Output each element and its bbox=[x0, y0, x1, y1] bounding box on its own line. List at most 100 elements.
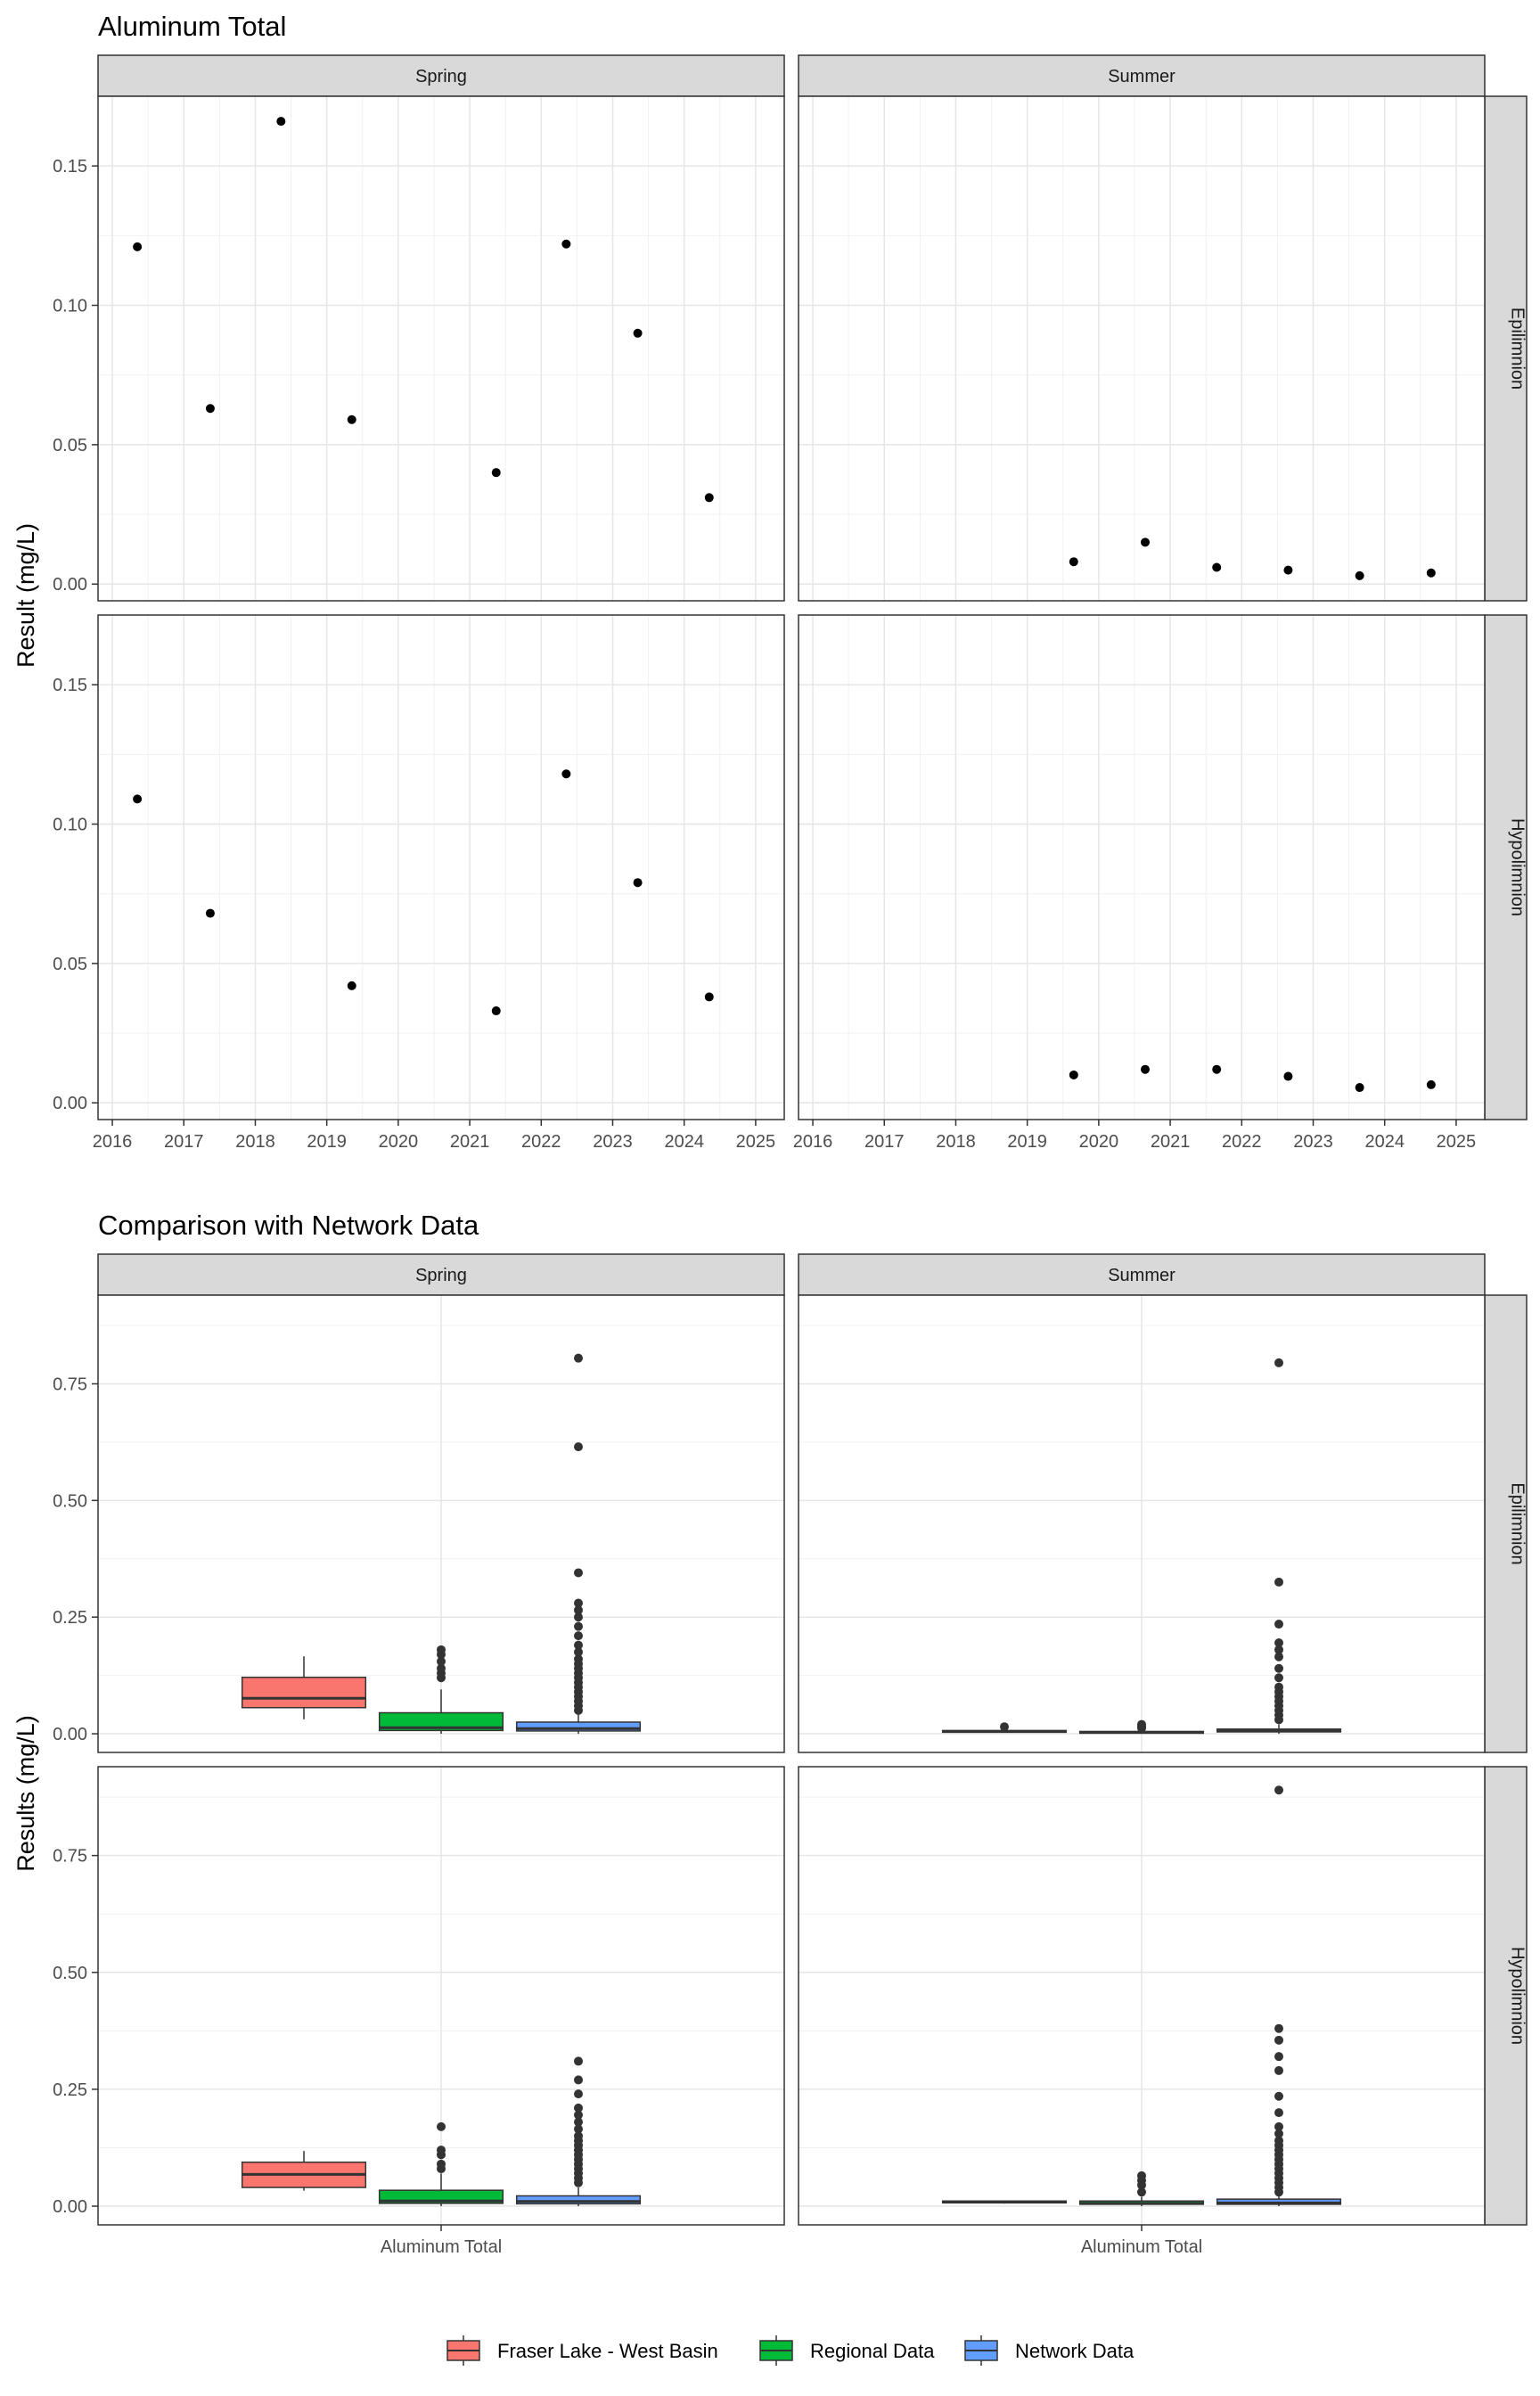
scatter-chart-title: Aluminum Total bbox=[98, 11, 286, 42]
box-outlier bbox=[1274, 2065, 1283, 2075]
x-tick-label: 2021 bbox=[1151, 1132, 1191, 1152]
x-tick-label: 2019 bbox=[1007, 1132, 1047, 1152]
scatter-y-axis-title: Result (mg/L) bbox=[12, 523, 39, 668]
facet-strip-summer bbox=[798, 1253, 1486, 1296]
box-outlier bbox=[574, 2075, 583, 2085]
box-outlier bbox=[574, 1654, 583, 1664]
box-outlier bbox=[1000, 1722, 1009, 1732]
x-tick-label: 2018 bbox=[936, 1132, 976, 1152]
x-tick-label: 2023 bbox=[593, 1132, 633, 1152]
data-point bbox=[133, 794, 143, 804]
y-tick-label: 0.75 bbox=[53, 1374, 87, 1394]
box-outlier bbox=[1274, 1577, 1283, 1587]
box-outlier bbox=[574, 2056, 583, 2066]
x-tick-label: 2025 bbox=[736, 1132, 776, 1152]
box-outlier bbox=[437, 1645, 446, 1654]
data-point bbox=[1283, 565, 1293, 575]
x-tick-label: 2020 bbox=[1079, 1132, 1119, 1152]
x-tick-label: 2019 bbox=[307, 1132, 347, 1152]
data-point bbox=[633, 878, 643, 888]
box-network-data bbox=[1216, 1785, 1342, 2207]
y-tick-label: 0.75 bbox=[53, 1847, 87, 1867]
box-outlier bbox=[574, 1605, 583, 1615]
box-outlier bbox=[574, 1598, 583, 1608]
data-point bbox=[491, 1006, 501, 1016]
x-tick-label: Aluminum Total bbox=[381, 2237, 502, 2257]
box-body bbox=[515, 2195, 642, 2205]
box-outlier bbox=[574, 2117, 583, 2127]
panel-border bbox=[798, 95, 1486, 602]
y-tick-label: 0.25 bbox=[53, 2080, 87, 2100]
panel-spring-hypolimnion bbox=[98, 615, 784, 1120]
panel-border bbox=[97, 95, 785, 602]
x-tick-label: 2017 bbox=[164, 1132, 204, 1152]
data-point bbox=[1355, 1083, 1364, 1093]
box-outlier bbox=[574, 2131, 583, 2141]
box-network-data bbox=[515, 1353, 642, 1735]
data-point bbox=[1355, 570, 1364, 580]
panel-spring-epilimnion bbox=[98, 96, 784, 601]
box-outlier bbox=[437, 2159, 446, 2169]
x-tick-label: 2023 bbox=[1293, 1132, 1333, 1152]
box-outlier bbox=[574, 1631, 583, 1641]
box-outlier bbox=[1274, 2091, 1283, 2101]
data-point bbox=[347, 981, 356, 990]
panel-background bbox=[98, 615, 784, 1120]
box-outlier bbox=[574, 1647, 583, 1657]
facet-strip-label: Hypolimnion bbox=[1508, 1947, 1528, 2045]
legend-label: Regional Data bbox=[810, 2340, 935, 2362]
legend-label: Network Data bbox=[1015, 2340, 1135, 2362]
data-point bbox=[133, 242, 143, 251]
data-point bbox=[561, 769, 571, 779]
box-outlier bbox=[574, 1442, 583, 1452]
facet-strip-epilimnion bbox=[1484, 1294, 1528, 1753]
data-point bbox=[1069, 1070, 1078, 1079]
box-fraser-lake-west-basin bbox=[941, 2200, 1068, 2204]
box-fraser-lake-west-basin bbox=[241, 2151, 367, 2191]
facet-strip-label: Epilimnion bbox=[1508, 308, 1528, 390]
panel-spring-epilimnion bbox=[98, 1295, 784, 1752]
box-outlier bbox=[1137, 2187, 1146, 2197]
panel-background bbox=[98, 96, 784, 601]
legend-entry: Network Data bbox=[964, 2335, 1135, 2366]
y-tick-label: 0.05 bbox=[53, 436, 87, 455]
x-tick-label: 2021 bbox=[450, 1132, 490, 1152]
x-tick-label: 2022 bbox=[521, 1132, 561, 1152]
box-outlier bbox=[1274, 2023, 1283, 2033]
panel-summer-hypolimnion bbox=[799, 615, 1485, 1120]
panel-background bbox=[799, 615, 1485, 1120]
facet-strip-label: Spring bbox=[415, 67, 467, 86]
panel-spring-hypolimnion bbox=[98, 1767, 784, 2225]
box-body bbox=[515, 1721, 642, 1732]
box-outlier bbox=[1274, 1673, 1283, 1683]
data-point bbox=[633, 328, 643, 338]
box-regional-data bbox=[378, 2121, 504, 2207]
y-tick-label: 0.25 bbox=[53, 1608, 87, 1628]
data-point bbox=[1141, 1064, 1151, 1074]
facet-strip-label: Hypolimnion bbox=[1508, 818, 1528, 916]
box-outlier bbox=[574, 1621, 583, 1631]
box-outlier bbox=[1274, 2108, 1283, 2118]
box-regional-data bbox=[378, 1645, 504, 1735]
data-point bbox=[704, 493, 714, 503]
box-outlier bbox=[574, 2089, 583, 2099]
box-outlier bbox=[437, 1656, 446, 1666]
box-outlier bbox=[1274, 1637, 1283, 1647]
x-tick-label: 2016 bbox=[93, 1132, 133, 1152]
y-tick-label: 0.15 bbox=[53, 676, 87, 695]
panel-border bbox=[97, 1294, 785, 1753]
data-point bbox=[276, 117, 286, 127]
box-regional-data bbox=[1078, 1719, 1205, 1735]
box-fraser-lake-west-basin bbox=[241, 1656, 367, 1719]
facet-strip-spring bbox=[97, 54, 785, 97]
panel-border bbox=[798, 1294, 1486, 1753]
facet-strip-label: Summer bbox=[1108, 67, 1175, 86]
y-tick-label: 0.50 bbox=[53, 1491, 87, 1511]
box-outlier bbox=[574, 1568, 583, 1578]
y-tick-label: 0.10 bbox=[53, 297, 87, 316]
panel-border bbox=[798, 614, 1486, 1120]
y-tick-label: 0.00 bbox=[53, 1725, 87, 1744]
box-outlier bbox=[1274, 1358, 1283, 1367]
box-network-data bbox=[1216, 1358, 1342, 1735]
